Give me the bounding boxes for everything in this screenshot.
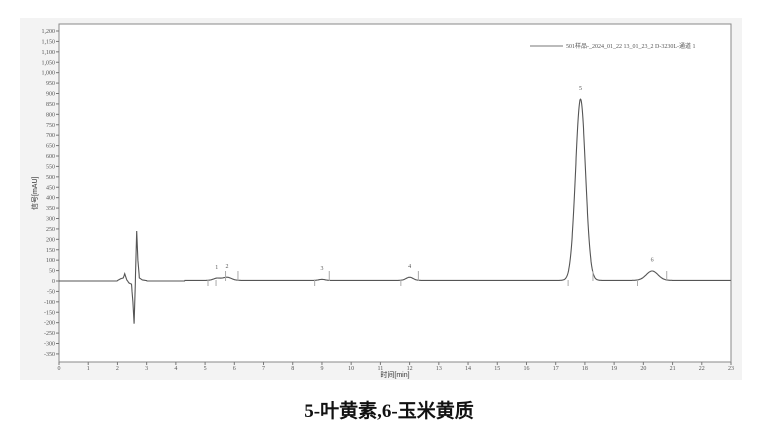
y-tick-label: 800 [46,112,55,118]
y-tick-label: 250 [46,227,55,233]
legend-entry: 501样品-_2024_01_22 13_01_23_2 D-3230L-通道 … [566,42,696,50]
x-axis-label: 时间[min] [380,370,409,379]
y-tick-label: 350 [46,206,55,212]
x-tick-label: 17 [553,366,559,372]
x-tick-label: 11 [378,366,384,372]
y-tick-label: -250 [44,331,55,337]
x-tick-label: 1 [87,366,90,372]
y-tick-label: 600 [46,154,55,160]
y-tick-label: 1,200 [42,29,56,35]
peak-label-2: 2 [226,264,229,270]
y-tick-label: -100 [44,300,55,306]
x-tick-label: 5 [204,366,207,372]
y-tick-label: 900 [46,92,55,98]
x-tick-label: 23 [728,366,734,372]
x-tick-label: 14 [465,366,471,372]
peak-label-5: 5 [579,86,582,92]
y-tick-label: 0 [52,279,55,285]
plot-area [58,23,732,363]
x-tick-label: 10 [348,366,354,372]
y-tick-label: -300 [44,342,55,348]
x-tick-label: 16 [523,366,529,372]
y-tick-label: -200 [44,321,55,327]
y-tick-label: 1,150 [42,39,56,45]
y-tick-label: -50 [47,289,55,295]
y-tick-label: 500 [46,175,55,181]
y-tick-label: 50 [49,269,55,275]
peak-label-3: 3 [320,266,323,272]
x-tick-label: 13 [436,366,442,372]
chart-caption: 5-叶黄素,6-玉米黄质 [304,401,474,422]
x-tick-label: 12 [407,366,413,372]
y-tick-label: 400 [46,196,55,202]
y-tick-label: 550 [46,164,55,170]
y-tick-label: -350 [44,352,55,358]
x-tick-label: 18 [582,366,588,372]
y-tick-label: -150 [44,310,55,316]
y-tick-label: 1,100 [42,50,56,56]
signal-trace [59,98,731,324]
x-tick-label: 8 [291,366,294,372]
x-tick-label: 22 [699,366,705,372]
x-tick-label: 7 [262,366,265,372]
peak-label-1: 1 [215,265,218,271]
y-tick-label: 1,000 [42,71,56,77]
peak-label-4: 4 [408,264,411,270]
y-tick-label: 850 [46,102,55,108]
y-tick-label: 650 [46,144,55,150]
y-tick-label: 150 [46,248,55,254]
x-tick-label: 9 [320,366,323,372]
y-tick-label: 700 [46,133,55,139]
x-tick-label: 2 [116,366,119,372]
x-tick-label: 19 [611,366,617,372]
x-tick-label: 4 [174,366,177,372]
y-axis-label: 信号[mAU] [30,177,39,210]
peak-label-6: 6 [651,258,654,264]
x-tick-label: 6 [233,366,236,372]
y-tick-label: 750 [46,123,55,129]
x-tick-label: 15 [494,366,500,372]
y-tick-label: 300 [46,217,55,223]
y-tick-label: 1,050 [42,60,56,66]
x-tick-label: 21 [670,366,676,372]
x-tick-label: 0 [58,366,61,372]
y-tick-label: 950 [46,81,55,87]
y-tick-label: 200 [46,237,55,243]
x-tick-label: 3 [145,366,148,372]
y-tick-label: 100 [46,258,55,264]
y-tick-label: 450 [46,185,55,191]
chromatogram-chart: -350-300-250-200-150-100-500501001502002… [30,23,734,379]
x-tick-label: 20 [640,366,646,372]
